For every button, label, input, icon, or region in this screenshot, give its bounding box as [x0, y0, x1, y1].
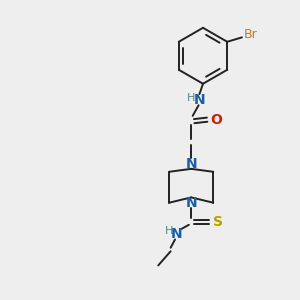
Text: S: S — [213, 215, 223, 229]
Text: N: N — [185, 157, 197, 170]
Text: Br: Br — [244, 28, 258, 41]
Text: H: H — [165, 226, 173, 236]
Text: N: N — [185, 196, 197, 210]
Text: N: N — [194, 93, 206, 107]
Text: H: H — [186, 93, 195, 103]
Text: N: N — [171, 227, 182, 241]
Text: O: O — [210, 113, 222, 127]
